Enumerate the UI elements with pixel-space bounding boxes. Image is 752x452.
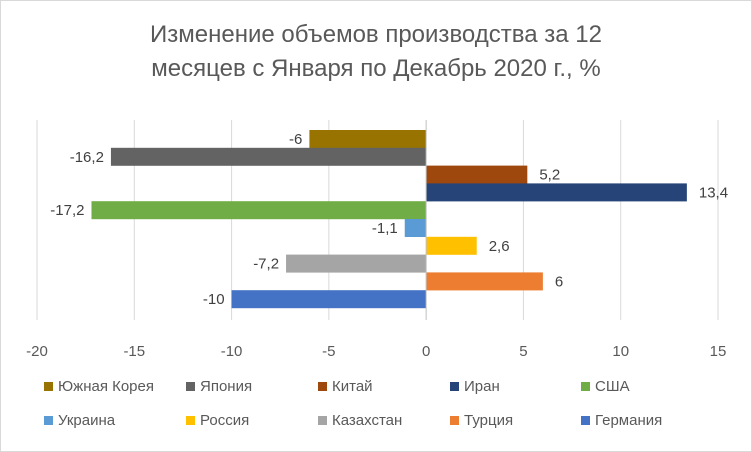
x-tick-label: -10 <box>221 343 243 360</box>
x-tick-label: -5 <box>322 343 335 360</box>
x-tick-label: 0 <box>422 343 430 360</box>
chart-title-line-1: Изменение объемов производства за 12 <box>150 21 602 48</box>
legend-swatch <box>450 415 459 425</box>
bar-0 <box>309 130 427 148</box>
legend-label: США <box>595 378 630 395</box>
bar-7 <box>286 254 427 273</box>
x-tick-label: -15 <box>123 343 145 360</box>
x-tick-label: 10 <box>612 343 629 360</box>
bar-1 <box>110 147 427 166</box>
legend-label: Япония <box>200 378 253 395</box>
legend-item: Россия <box>186 412 249 430</box>
data-label-7: -7,2 <box>253 256 279 273</box>
legend-item: Япония <box>186 378 252 396</box>
chart-title: Изменение объемов производства за 12 мес… <box>0 18 752 86</box>
data-label-5: -1,1 <box>372 220 398 237</box>
x-tick-label: -20 <box>26 343 48 360</box>
legend-swatch <box>318 415 327 425</box>
legend-swatch <box>186 381 195 391</box>
legend-swatch <box>44 381 53 391</box>
legend-item: Китай <box>318 378 373 396</box>
legend-item: Иран <box>450 378 500 396</box>
data-label-1: -16,2 <box>70 149 104 166</box>
legend-swatch <box>186 415 195 425</box>
legend-swatch <box>318 381 327 391</box>
legend-item: Украина <box>44 412 115 430</box>
chart-title-line-2: месяцев с Января по Декабрь 2020 г., % <box>151 55 601 82</box>
legend-label: Южная Корея <box>58 378 154 395</box>
legend-swatch <box>44 415 53 425</box>
bar-3 <box>426 183 687 202</box>
data-label-9: -10 <box>203 291 225 308</box>
legend-swatch <box>581 381 590 391</box>
x-tick-label: 5 <box>519 343 527 360</box>
legend-label: Китай <box>332 378 373 395</box>
legend-label: Украина <box>58 412 116 429</box>
legend-item: Турция <box>450 412 513 430</box>
legend-label: Иран <box>464 378 500 395</box>
legend-label: Турция <box>464 412 514 429</box>
legend-item: Германия <box>581 412 662 430</box>
bar-6 <box>426 236 477 255</box>
legend-item: Казахстан <box>318 412 402 430</box>
legend-item: Южная Корея <box>44 378 154 396</box>
legend-label: Россия <box>200 412 250 429</box>
data-label-4: -17,2 <box>50 202 84 219</box>
legend-swatch <box>450 381 459 391</box>
x-tick-label: 15 <box>710 343 727 360</box>
bar-9 <box>231 290 427 309</box>
bar-8 <box>426 272 543 291</box>
bar-2 <box>426 165 528 184</box>
legend-label: Германия <box>595 412 663 429</box>
data-label-2: 5,2 <box>539 167 560 184</box>
data-label-0: -6 <box>289 131 302 148</box>
legend-swatch <box>581 415 590 425</box>
data-label-6: 2,6 <box>489 238 510 255</box>
bar-4 <box>91 201 427 220</box>
data-label-8: 6 <box>555 273 563 290</box>
legend-item: США <box>581 378 630 396</box>
bar-5 <box>404 219 427 237</box>
data-label-3: 13,4 <box>699 184 728 201</box>
legend-label: Казахстан <box>332 412 403 429</box>
